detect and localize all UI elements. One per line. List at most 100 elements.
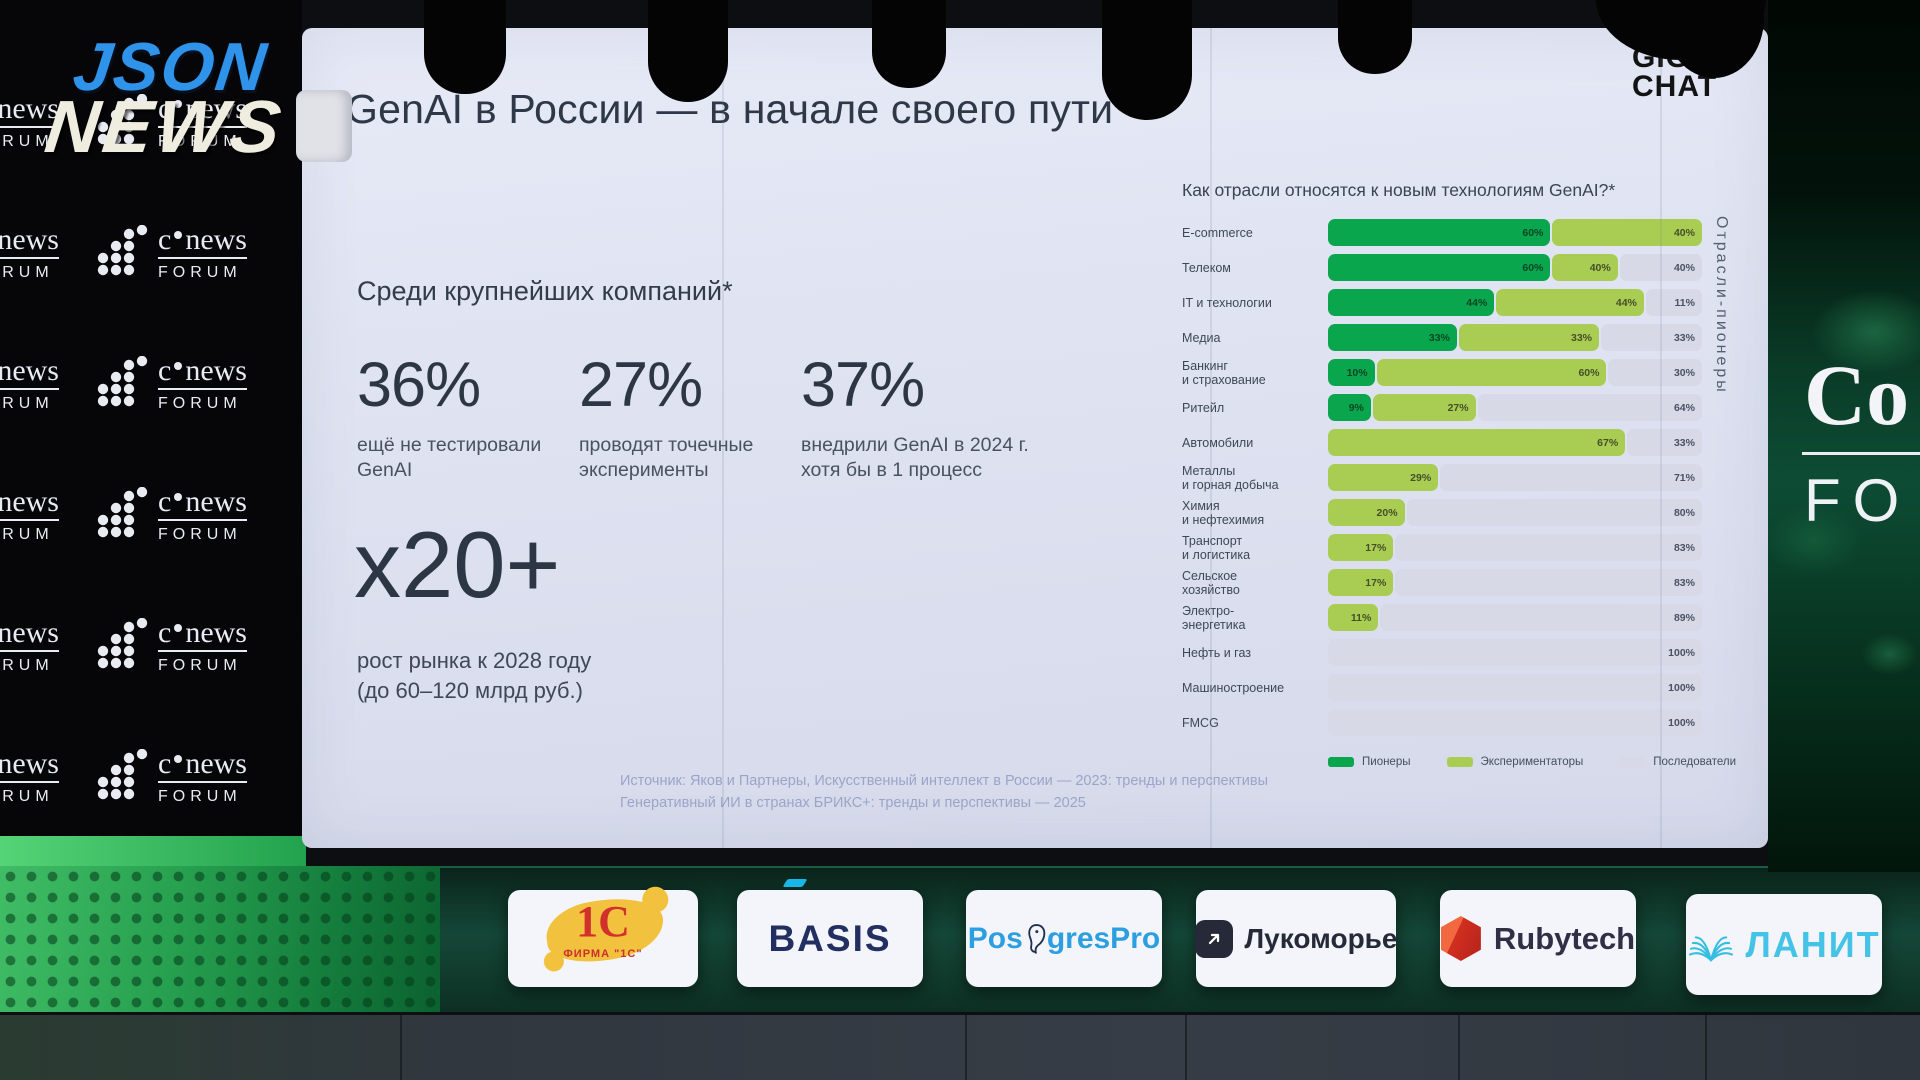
cnews-c: c xyxy=(158,485,172,518)
stat-caption: проводят точечные эксперименты xyxy=(579,434,754,482)
bar-segment: 40% xyxy=(1552,219,1702,246)
cnews-forum-text: FORUM xyxy=(0,264,54,281)
bar-segment-value: 33% xyxy=(1673,331,1695,344)
chart-bar: 20% 80% xyxy=(1328,499,1702,526)
bar-segment: 9% xyxy=(1328,394,1371,421)
rubytech-label: Rubytech xyxy=(1493,920,1636,956)
chart-row: IT и технологии 44% 44% 11% xyxy=(1182,285,1764,320)
bar-segment-value: 60% xyxy=(1578,366,1600,379)
bar-segment: 71% xyxy=(1440,464,1702,491)
chart-row: Электро- энергетика 11% 89% xyxy=(1182,600,1764,635)
legend-label: Экспериментаторы xyxy=(1480,756,1584,768)
sponsor-card-1c: 1С ФИРМА "1С" xyxy=(508,890,698,987)
chart-row: Банкинг и страхование 10% 60% 30% xyxy=(1182,355,1764,390)
bar-segment: 33% xyxy=(1458,324,1599,351)
right-wall-partial-logo-top: Co xyxy=(1804,347,1910,443)
bar-segment: 44% xyxy=(1328,289,1495,316)
bar-segment-value: 100% xyxy=(1668,646,1695,659)
chart-bar: 60% 40% xyxy=(1328,219,1702,246)
postgrespro-text-right: gresPro xyxy=(1046,921,1161,955)
chart-bar: 29% 71% xyxy=(1328,464,1702,491)
cnews-forum-text: FORUM xyxy=(0,395,54,412)
chart-category-label: E-commerce xyxy=(1182,225,1253,240)
chart-title: Как отрасли относятся к новым технология… xyxy=(1182,180,1616,200)
chart-side-label: Отрасли-пионеры xyxy=(1713,216,1730,395)
rubytech-logo: Rubytech xyxy=(1440,916,1636,961)
bar-segment-value: 27% xyxy=(1447,401,1469,414)
chart-category-label: Автомобили xyxy=(1182,435,1254,450)
chart-row: Металлы и горная добыча 29% 71% xyxy=(1182,460,1764,495)
bar-segment-value: 89% xyxy=(1673,611,1695,624)
bar-segment-value: 71% xyxy=(1673,471,1695,484)
bar-segment: 29% xyxy=(1328,464,1439,491)
stat-caption: внедрили GenAI в 2024 г. хотя бы в 1 про… xyxy=(801,434,1029,482)
bar-segment-value: 40% xyxy=(1589,261,1611,274)
cnews-news: news xyxy=(185,485,247,518)
cnews-news: news xyxy=(185,616,247,649)
led-seam xyxy=(1210,28,1212,848)
cnews-dot xyxy=(174,231,183,239)
cnews-forum-text: FORUM xyxy=(158,788,242,805)
cnews-dots-icon xyxy=(97,224,148,276)
cnews-c: c xyxy=(158,616,172,649)
stage-floor xyxy=(0,1012,1920,1080)
cnews-news: news xyxy=(185,354,247,387)
bar-segment-value: 17% xyxy=(1365,541,1387,554)
cnews-dots-icon xyxy=(97,617,148,669)
chart-row: E-commerce 60% 40% xyxy=(1182,215,1764,250)
ruby-hexagon-icon xyxy=(1440,916,1481,961)
legend-swatch xyxy=(1328,757,1354,767)
stats-items: 36% ещё не тестировали GenAI 27% проводят т… xyxy=(357,354,1051,484)
floor-seam xyxy=(400,1015,402,1080)
bar-segment-value: 20% xyxy=(1376,506,1398,519)
bar-segment: 30% xyxy=(1608,359,1702,386)
chart-row: Ритейл 9% 27% 64% xyxy=(1182,390,1764,425)
stage-light xyxy=(648,0,728,102)
bar-segment-value: 11% xyxy=(1350,611,1372,624)
sponsor-card-postgrespro: Pos gresPro xyxy=(966,890,1162,987)
stage-light xyxy=(872,0,946,88)
growth-caption: рост рынка к 2028 году (до 60–120 млрд р… xyxy=(357,648,592,703)
chart-row: FMCG 100% xyxy=(1182,705,1764,740)
bar-segment-value: 67% xyxy=(1597,436,1619,449)
chart-category-label: Электро- энергетика xyxy=(1182,603,1246,632)
bar-segment: 100% xyxy=(1328,709,1702,736)
chart-category-label: Химия и нефтехимия xyxy=(1182,498,1265,527)
stat-value: 27% xyxy=(579,350,703,420)
chart-category-label: Транспорт и логистика xyxy=(1182,533,1251,562)
book-icon xyxy=(1689,935,1734,961)
bar-segment: 33% xyxy=(1601,324,1702,351)
chart-legend: Пионеры Экспериментаторы Последователи xyxy=(1328,756,1764,768)
cnews-dots-icon xyxy=(97,486,148,538)
lukomorye-logo: Лукоморье xyxy=(1194,919,1397,958)
stage-light xyxy=(1102,0,1192,120)
cnews-dots-icon xyxy=(97,93,148,145)
cnews-news: news xyxy=(0,223,59,256)
bar-segment: 11% xyxy=(1328,604,1379,631)
right-led-wall: Co FO xyxy=(1768,0,1920,872)
bar-segment-value: 17% xyxy=(1365,576,1387,589)
chart-bar: 44% 44% 11% xyxy=(1328,289,1702,316)
chart-row: Транспорт и логистика 17% 83% xyxy=(1182,530,1764,565)
floor-seam xyxy=(1705,1015,1707,1080)
source-note: Источник: Яков и Партнеры, Искусственный… xyxy=(620,770,1268,815)
chart-bar: 11% 89% xyxy=(1328,604,1702,631)
chart-row: Телеком 60% 40% 40% xyxy=(1182,250,1764,285)
legend-item: Экспериментаторы xyxy=(1446,756,1584,768)
cnews-dot xyxy=(174,362,183,370)
cnews-forum-text: FORUM xyxy=(158,264,242,281)
bar-segment: 64% xyxy=(1477,394,1702,421)
chart-bar: 9% 27% 64% xyxy=(1328,394,1702,421)
sponsor-card-lanit: ЛАНИТ xyxy=(1686,894,1882,995)
